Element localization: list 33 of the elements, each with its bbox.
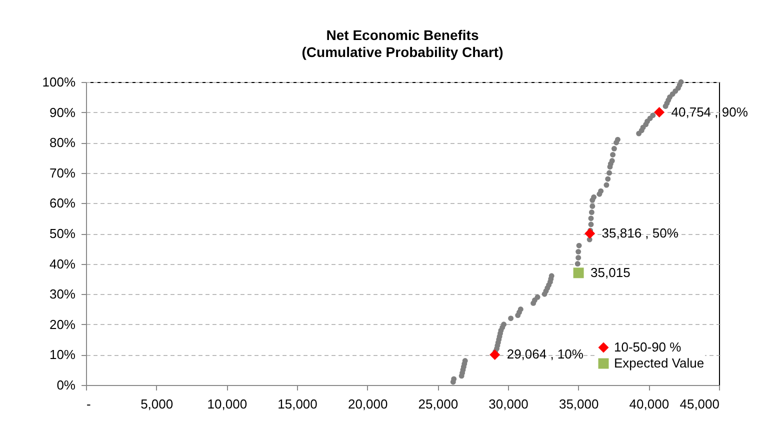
y-tick-label: 90% (49, 104, 76, 120)
x-tick-label: - (86, 396, 91, 412)
legend-label: Expected Value (614, 356, 704, 370)
x-tick-label: 20,000 (348, 396, 388, 412)
x-tick-label: 15,000 (278, 396, 318, 412)
x-tick-label: 25,000 (418, 396, 458, 412)
x-tick-label: 45,000 (680, 396, 720, 412)
data-label: 40,754 , 90% (671, 104, 748, 120)
x-tick-label: 30,000 (488, 396, 528, 412)
y-tick-label: 10% (49, 347, 76, 362)
data-label: 29,064 , 10% (506, 346, 584, 362)
y-tick-label: 80% (49, 135, 76, 150)
y-tick-label: 40% (49, 256, 76, 272)
y-tick-label: 30% (49, 286, 76, 302)
point (584, 228, 596, 239)
point (654, 107, 665, 118)
x-tick-label: 35,000 (558, 396, 599, 412)
y-tick-label: 0% (56, 378, 76, 392)
point (490, 349, 500, 360)
x-tick-label: 10,000 (207, 396, 248, 412)
data-label: 35,816 , 50% (602, 226, 679, 240)
legend-label: 10-50-90 % (614, 340, 682, 354)
y-tick-label: 50% (49, 226, 76, 241)
y-tick-label: 60% (49, 196, 76, 211)
y-tick-label: 20% (49, 316, 76, 332)
point (573, 268, 584, 278)
y-tick-label: 100% (42, 74, 76, 90)
chart-title: Net Economic Benefits (326, 27, 479, 43)
chart-subtitle: (Cumulative Probability Chart) (302, 44, 504, 60)
x-tick-label: 40,000 (629, 396, 670, 412)
x-tick-label: 5,000 (140, 396, 174, 412)
annotation: 35,015 (590, 264, 630, 280)
y-tick-label: 70% (49, 165, 76, 180)
